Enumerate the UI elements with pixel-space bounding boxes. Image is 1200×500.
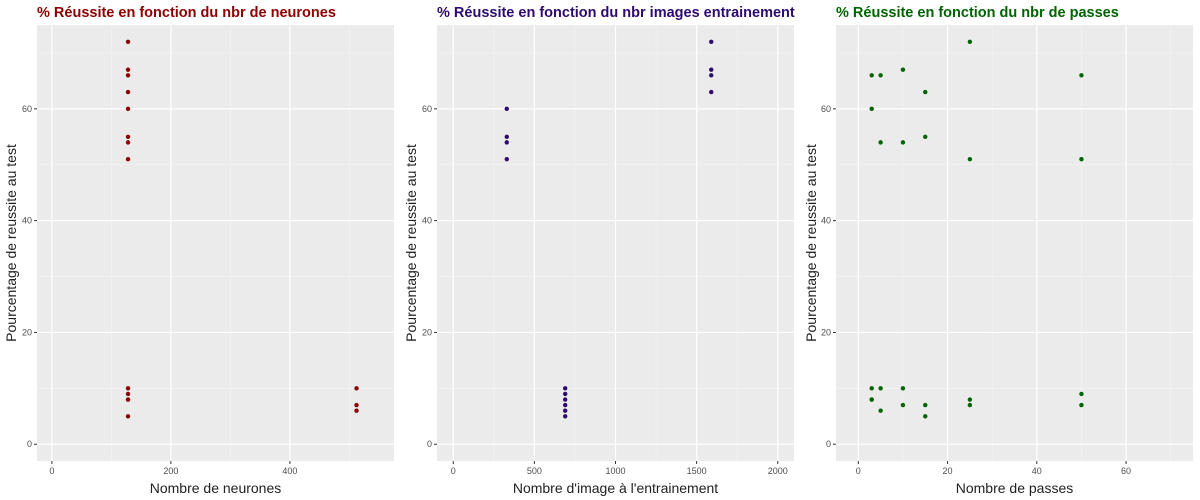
data-point <box>1079 73 1084 78</box>
data-point <box>125 89 131 95</box>
x-tick-label: 2000 <box>768 466 788 476</box>
data-point <box>562 414 568 419</box>
chart-title: % Réussite en fonction du nbr de passes <box>836 5 1119 21</box>
x-tick-label: 500 <box>527 466 542 476</box>
x-tick-label: 1000 <box>605 466 625 476</box>
data-point <box>869 106 874 112</box>
data-point <box>504 134 509 139</box>
data-point <box>562 402 568 408</box>
y-tick-label: 0 <box>826 439 831 449</box>
data-point <box>709 39 714 44</box>
data-point <box>504 140 509 145</box>
plot-background <box>37 25 394 461</box>
data-point <box>878 140 883 145</box>
data-point <box>125 140 131 145</box>
x-tick-label: 200 <box>163 466 178 476</box>
data-point <box>125 391 131 397</box>
y-tick-label: 0 <box>27 439 32 449</box>
y-axis-label: Pourcentage de reussite au test <box>403 144 419 342</box>
data-point <box>869 397 874 402</box>
data-point <box>125 156 131 162</box>
data-point <box>878 386 883 391</box>
data-point <box>923 89 928 95</box>
data-point <box>878 73 883 78</box>
x-tick-label: 0 <box>451 466 456 476</box>
x-tick-label: 1500 <box>687 466 707 476</box>
data-point <box>900 386 906 391</box>
data-point <box>562 408 568 413</box>
chart-title: % Réussite en fonction du nbr de neurone… <box>37 5 336 21</box>
data-point <box>869 386 874 391</box>
data-point <box>967 402 973 408</box>
data-point <box>923 414 928 419</box>
data-point <box>354 386 359 391</box>
x-tick-label: 20 <box>943 466 953 476</box>
x-axis-label: Nombre d'image à l'entrainement <box>513 480 718 496</box>
y-tick-label: 60 <box>22 104 32 114</box>
data-point <box>125 386 131 391</box>
data-point <box>504 156 509 162</box>
data-point <box>923 402 928 408</box>
chart-title: % Réussite en fonction du nbr images ent… <box>437 5 795 21</box>
data-point <box>125 73 131 78</box>
plot-background <box>836 25 1193 461</box>
data-point <box>125 414 131 419</box>
chart-panel-1: 0 200 400 0 20 40 60 % Réussite en fonction du … <box>3 5 394 496</box>
data-point <box>967 39 973 44</box>
y-tick-label: 60 <box>422 104 432 114</box>
x-axis-label: Nombre de neurones <box>150 480 282 496</box>
x-tick-label: 60 <box>1121 466 1131 476</box>
data-point <box>504 106 509 112</box>
y-tick-label: 20 <box>821 327 831 337</box>
chart-panel-2: 0 500 1000 1500 2000 0 20 40 60 % Réussite en fon… <box>403 5 795 496</box>
data-point <box>562 397 568 402</box>
data-point <box>562 391 568 397</box>
data-point <box>900 67 906 72</box>
data-point <box>709 73 714 78</box>
x-tick-label: 40 <box>1032 466 1042 476</box>
data-point <box>923 134 928 139</box>
data-point <box>967 156 973 162</box>
y-tick-label: 0 <box>427 439 432 449</box>
data-point <box>1079 402 1084 408</box>
x-axis-label: Nombre de passes <box>956 480 1074 496</box>
data-point <box>709 67 714 72</box>
y-tick-label: 40 <box>22 216 32 226</box>
data-point <box>900 402 906 408</box>
data-point <box>354 408 359 413</box>
y-axis-label: Pourcentage de reussite au test <box>803 144 819 342</box>
x-tick-label: 0 <box>856 466 861 476</box>
data-point <box>1079 391 1084 397</box>
data-point <box>125 134 131 139</box>
data-point <box>125 39 131 44</box>
y-tick-label: 40 <box>422 216 432 226</box>
y-tick-label: 20 <box>422 327 432 337</box>
data-point <box>354 402 359 408</box>
data-point <box>900 140 906 145</box>
data-point <box>878 408 883 413</box>
data-point <box>1079 156 1084 162</box>
data-point <box>125 67 131 72</box>
data-point <box>709 89 714 95</box>
y-tick-label: 40 <box>821 216 831 226</box>
y-tick-label: 20 <box>22 327 32 337</box>
data-point <box>869 73 874 78</box>
y-tick-label: 60 <box>821 104 831 114</box>
data-point <box>562 386 568 391</box>
x-tick-label: 400 <box>282 466 297 476</box>
data-point <box>967 397 973 402</box>
x-tick-label: 0 <box>49 466 54 476</box>
y-axis-label: Pourcentage de reussite au test <box>3 144 19 342</box>
data-point <box>125 106 131 112</box>
data-point <box>125 397 131 402</box>
chart-panel-3: 0 20 40 60 0 20 40 60 % Réussite en fonction du … <box>803 5 1193 496</box>
